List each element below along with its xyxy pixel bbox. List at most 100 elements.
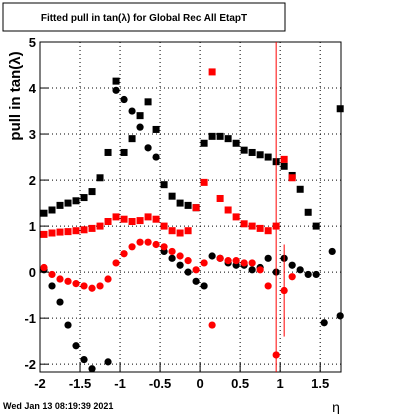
marker-square [256,151,264,159]
marker-circle [280,286,288,295]
y-tick-label: 0 [29,265,36,280]
marker-square [104,217,112,225]
marker-square [264,227,272,235]
marker-circle [312,270,320,279]
marker-square [56,201,64,209]
marker-square [232,139,240,147]
marker-square [248,148,256,156]
marker-circle [336,312,344,320]
marker-square [208,68,216,76]
marker-square [80,194,88,202]
chart-title: Fitted pull in tan(λ) for Global Rec All… [41,13,247,24]
marker-square [240,146,248,154]
marker-circle [56,298,64,306]
marker-square [288,174,296,182]
marker-circle [72,280,80,288]
marker-circle [120,250,128,258]
marker-square [128,217,136,225]
marker-square [216,194,224,202]
marker-circle [112,86,120,94]
marker-square [48,229,56,237]
marker-circle [168,254,176,262]
marker-circle [200,259,208,267]
marker-square [160,181,168,189]
marker-circle [80,282,88,290]
marker-circle [168,247,176,256]
marker-circle [128,107,136,115]
marker-square [240,220,248,228]
marker-square [168,227,176,235]
marker-circle [176,261,184,269]
marker-square [200,139,208,147]
x-axis-label: η [332,399,340,414]
marker-square [280,162,288,170]
marker-square [312,222,320,230]
x-tick-label: -1 [114,376,126,391]
footer-date: Wed Jan 13 08:19:39 2021 [3,401,113,411]
marker-square [88,224,96,232]
marker-circle [40,263,48,272]
x-tick-label: -0.5 [149,376,171,391]
y-tick-label: 5 [29,35,36,50]
marker-square [200,178,208,186]
marker-square [144,213,152,221]
marker-circle [256,266,264,274]
marker-circle [240,259,248,267]
marker-square [208,132,216,140]
marker-square [112,213,120,221]
marker-circle [272,351,280,359]
marker-circle [152,153,160,161]
marker-circle [288,261,296,269]
marker-circle [248,259,256,267]
x-tick-label: 0 [196,376,203,391]
marker-circle [104,275,112,283]
marker-circle [264,282,272,290]
marker-square [168,192,176,200]
marker-circle [144,238,152,246]
x-tick-label: -2 [34,376,46,391]
marker-circle [264,254,272,262]
marker-square [80,226,88,234]
marker-circle [120,95,128,104]
y-tick-label: 2 [29,173,36,188]
marker-circle [136,123,144,131]
marker-circle [304,270,312,279]
marker-circle [88,365,96,373]
marker-circle [88,284,96,292]
marker-circle [216,254,224,262]
marker-square [248,222,256,230]
marker-square [296,185,304,193]
marker-square [280,155,288,163]
marker-square [152,215,160,223]
y-tick-label: -2 [24,357,36,372]
marker-circle [48,282,56,290]
marker-circle [296,266,304,274]
marker-circle [128,243,136,251]
marker-circle [320,319,328,327]
marker-square [120,215,128,223]
marker-circle [184,257,192,265]
marker-circle [112,259,120,267]
marker-square [184,201,192,209]
marker-square [56,228,64,236]
marker-circle [64,277,72,285]
marker-circle [192,277,200,285]
marker-circle [136,238,144,246]
marker-square [176,199,184,207]
marker-square [216,132,224,140]
y-tick-label: 3 [29,127,36,142]
marker-square [224,206,232,214]
marker-circle [208,252,216,260]
marker-square [152,125,160,133]
marker-square [104,148,112,156]
marker-circle [224,257,232,265]
marker-square [96,222,104,230]
marker-circle [200,282,208,290]
marker-circle [64,321,72,329]
marker-square [64,199,72,207]
marker-circle [232,257,240,265]
marker-square [304,208,312,216]
marker-square [264,153,272,161]
marker-circle [48,270,56,279]
